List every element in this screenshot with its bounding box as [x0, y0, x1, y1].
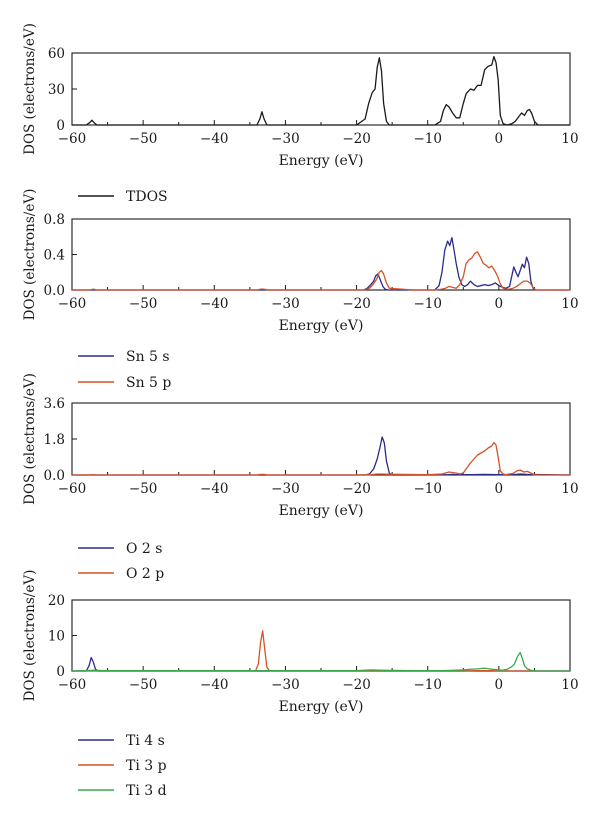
- panel-2-xtick-label: 0: [495, 296, 504, 312]
- panel-3-xtick-label: −60: [58, 481, 87, 497]
- panel-2-ytick-label: 0.8: [44, 212, 65, 228]
- panel-2-ytick-label: 0.4: [44, 248, 65, 264]
- panel-1-xtick-label: −10: [413, 131, 442, 147]
- panel-2-xtick-label: −60: [58, 296, 87, 312]
- panel-1-frame: [71, 52, 571, 126]
- panel-2-frame: [71, 218, 571, 291]
- panel-2-yaxis-label: DOS (electrons/eV): [22, 189, 38, 321]
- panel-1-xtick-label: 10: [561, 131, 578, 147]
- panel-4-xtick-label: 0: [495, 677, 504, 693]
- panel-4-legend-label: Ti 3 d: [126, 783, 167, 799]
- panel-2-xtick-label: −50: [129, 296, 158, 312]
- panel-1-legend-label: TDOS: [126, 189, 168, 205]
- panel-3-xtick-label: −50: [129, 481, 158, 497]
- panel-1-ytick-label: 60: [48, 46, 65, 62]
- panel-3-series-o-2-s-line: [72, 436, 571, 476]
- panel-4-legend-label: Ti 4 s: [126, 733, 165, 749]
- panel-1-xtick-label: −30: [271, 131, 300, 147]
- panel-4-xtick-label: −60: [58, 677, 87, 693]
- panel-3-legend-label: O 2 s: [126, 541, 162, 557]
- panel-3-series-o-2-p-line: [72, 441, 570, 476]
- panel-2-series-sn-5-p-line: [72, 251, 570, 291]
- panel-1-xtick-label: −50: [129, 131, 158, 147]
- panel-3-ytick-label: 1.8: [44, 432, 65, 448]
- panel-4-xtick-label: −50: [129, 677, 158, 693]
- panel-4-legend-label: Ti 3 p: [126, 758, 167, 774]
- panel-3-xaxis-label: Energy (eV): [279, 503, 364, 519]
- panel-4-ytick-label: 20: [48, 593, 65, 609]
- panel-2-xtick-label: −20: [342, 296, 371, 312]
- panel-3-xtick-label: −10: [413, 481, 442, 497]
- panel-3-frame: [71, 402, 571, 476]
- panel-2-xtick-label: −10: [413, 296, 442, 312]
- panel-4-yaxis-label: DOS (electrons/eV): [22, 570, 38, 702]
- panel-2-legend-label: Sn 5 s: [126, 349, 170, 365]
- panel-2-xaxis-label: Energy (eV): [279, 318, 364, 334]
- panel-4-xtick-label: 10: [561, 677, 578, 693]
- panel-2-ytick-label: 0.0: [44, 283, 65, 299]
- panel-3-ytick-label: 0.0: [44, 468, 65, 484]
- panel-3-xtick-label: −30: [271, 481, 300, 497]
- panel-1-xtick-label: −40: [200, 131, 229, 147]
- panel-2-xtick-label: 10: [561, 296, 578, 312]
- panel-1-yaxis-label: DOS (electrons/eV): [22, 23, 38, 155]
- panel-4-xaxis-label: Energy (eV): [279, 699, 364, 715]
- panel-4-ytick-label: 0: [56, 664, 65, 680]
- panel-1-xtick-label: 0: [495, 131, 504, 147]
- panel-1-xaxis-label: Energy (eV): [279, 153, 364, 169]
- panel-3-legend-label: O 2 p: [126, 566, 164, 582]
- panel-3-yaxis-label: DOS (electrons/eV): [22, 373, 38, 505]
- panel-4-series-ti-3-d-line: [71, 651, 570, 672]
- panel-2-xtick-label: −30: [271, 296, 300, 312]
- panel-3-xtick-label: 0: [495, 481, 504, 497]
- panel-4-xtick-label: −30: [271, 677, 300, 693]
- panel-4-ytick-label: 10: [48, 629, 65, 645]
- panel-1-series-tdos-line: [72, 55, 570, 126]
- panel-1-ytick-label: 0: [56, 118, 65, 134]
- panel-3-ytick-label: 3.6: [44, 396, 65, 412]
- panel-4-series-ti-3-p-line: [72, 630, 570, 672]
- panel-3-xtick-label: 10: [561, 481, 578, 497]
- panel-4-xtick-label: −40: [200, 677, 229, 693]
- panel-1-xtick-label: −60: [58, 131, 87, 147]
- panel-1-ytick-label: 30: [48, 82, 65, 98]
- panel-3-xtick-label: −20: [342, 481, 371, 497]
- panel-2-xtick-label: −40: [200, 296, 229, 312]
- panel-2-series-sn-5-s-line: [72, 236, 570, 291]
- panel-4-xtick-label: −20: [342, 677, 371, 693]
- panel-1-xtick-label: −20: [342, 131, 371, 147]
- panel-4-xtick-label: −10: [413, 677, 442, 693]
- panel-3-xtick-label: −40: [200, 481, 229, 497]
- panel-4-frame: [71, 599, 571, 672]
- panel-2-legend-label: Sn 5 p: [126, 375, 171, 391]
